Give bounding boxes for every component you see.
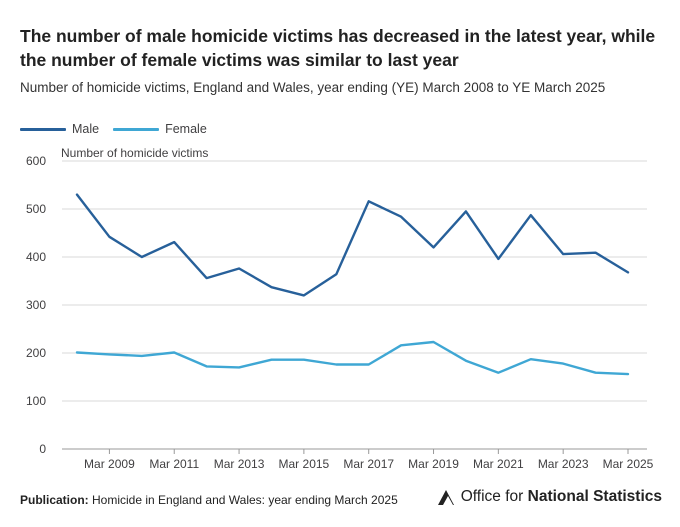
x-tick-label: Mar 2011 (149, 457, 199, 471)
x-tick-label: Mar 2019 (408, 457, 459, 471)
y-tick-label: 300 (26, 298, 46, 312)
y-tick-label: 400 (26, 250, 46, 264)
ons-logo-icon (437, 490, 454, 505)
x-tick-label: Mar 2017 (343, 457, 394, 471)
legend-swatch-female (113, 127, 160, 131)
publication-footer: Publication: Homicide in England and Wal… (20, 493, 398, 507)
x-tick-label: Mar 2013 (214, 457, 265, 471)
series-line-female (75, 340, 630, 376)
legend-item-female: Female (113, 122, 207, 136)
legend-label-female: Female (165, 122, 207, 136)
chart-title: The number of male homicide victims has … (20, 26, 656, 70)
x-tick-label: Mar 2021 (473, 457, 524, 471)
x-tick-label: Mar 2025 (603, 457, 654, 471)
publication-label: Publication: (20, 493, 89, 507)
ons-logo: Office for National Statistics (436, 487, 662, 507)
publication-text: Homicide in England and Wales: year endi… (92, 493, 398, 507)
legend-item-male: Male (20, 122, 99, 136)
series-line-male (75, 193, 630, 297)
legend-label-male: Male (72, 122, 100, 136)
y-tick-label: 100 (26, 394, 46, 408)
x-tick-label: Mar 2009 (84, 457, 135, 471)
y-tick-label: 200 (26, 346, 46, 360)
ons-logo-text-bold: National Statistics (527, 488, 662, 505)
y-axis-title: Number of homicide victims (61, 146, 208, 160)
legend-swatch-male (20, 127, 66, 131)
ons-logo-text-regular: Office for (460, 488, 528, 505)
legend: Male Female (20, 121, 221, 137)
chart-subtitle: Number of homicide victims, England and … (20, 80, 606, 95)
y-tick-label: 500 (26, 202, 46, 216)
y-tick-label: 600 (26, 154, 46, 168)
x-tick-label: Mar 2023 (538, 457, 589, 471)
y-tick-label: 0 (39, 442, 46, 456)
x-tick-label: Mar 2015 (279, 457, 330, 471)
